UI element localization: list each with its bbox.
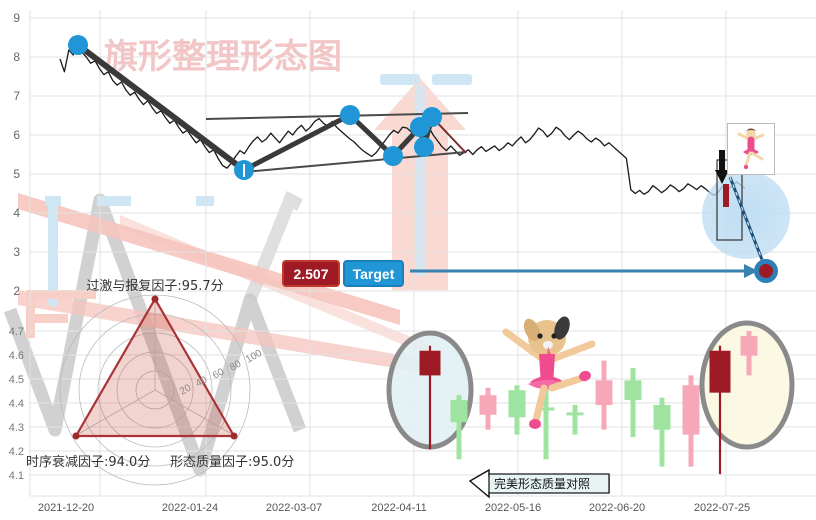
- candle-body: [709, 350, 731, 393]
- radar-label-left: 时序衰减因子:94.0分: [26, 454, 150, 470]
- decor-blue-block-top2: [432, 74, 472, 85]
- radar-tick-1: 40: [194, 374, 210, 389]
- y-tick-lower-3: 4.4: [9, 398, 24, 410]
- radar-label-top: 过激与报复因子:95.7分: [86, 279, 223, 294]
- ballerina-dog-sticker: [492, 312, 602, 442]
- radar-area: [74, 296, 236, 438]
- y-tick-main-7: 2: [13, 284, 20, 298]
- pivot-marker[interactable]: [68, 35, 88, 55]
- y-tick-lower-1: 4.6: [9, 350, 24, 362]
- radar-tick-2: 60: [211, 366, 227, 381]
- y-tick-main-5: 4: [13, 206, 20, 220]
- y-tick-lower-6: 4.1: [9, 470, 24, 482]
- candle-body: [566, 412, 584, 416]
- price-badge[interactable]: 2.507: [282, 260, 340, 287]
- x-tick-1: 2022-01-24: [162, 502, 218, 514]
- radar-tick-0: 20: [178, 382, 194, 397]
- candle-body: [479, 395, 497, 415]
- decor-blue-block-a: [45, 196, 61, 206]
- price-badge-label: 2.507: [293, 265, 329, 282]
- ballerina-sticker-top: [727, 123, 775, 175]
- candle-body: [740, 335, 758, 356]
- decor-pink-shape-3: [26, 314, 68, 323]
- x-tick-6: 2022-07-25: [694, 502, 750, 514]
- radar-vertex: [230, 432, 238, 440]
- candlestick-group: [419, 331, 758, 475]
- candle-body: [653, 405, 671, 430]
- callout-label: 完美形态质量对照: [494, 476, 590, 491]
- x-tick-4: 2022-05-16: [485, 502, 541, 514]
- decor-blue-block-b: [97, 196, 131, 206]
- y-tick-lower-2: 4.5: [9, 374, 24, 386]
- candle-body: [508, 390, 526, 418]
- candle-body: [419, 350, 441, 376]
- y-tick-lower-5: 4.2: [9, 446, 24, 458]
- x-tick-3: 2022-04-11: [371, 502, 426, 514]
- y-tick-main-2: 7: [13, 89, 20, 103]
- y-tick-main-3: 6: [13, 128, 20, 142]
- decor-blue-block-top: [380, 74, 420, 85]
- downtrend-line: [75, 42, 247, 173]
- radar-tick-3: 80: [228, 358, 244, 373]
- decor-blue-block-c: [196, 196, 214, 206]
- ballerina-dog-icon: [502, 316, 596, 429]
- callout-body: [488, 473, 610, 494]
- pivot-marker[interactable]: [340, 105, 360, 125]
- y-tick-main-4: 5: [13, 167, 20, 181]
- entry-arrow-head: [715, 170, 729, 184]
- pivot-marker[interactable]: [422, 107, 442, 127]
- decor-gray-zigzag-2: [243, 191, 303, 303]
- pivot-marker[interactable]: [383, 146, 403, 166]
- radar-vertex: [151, 295, 159, 303]
- target-marker-inner: [759, 264, 773, 278]
- decor-blue-vbar: [48, 202, 58, 307]
- x-tick-5: 2022-06-20: [589, 502, 645, 514]
- decor-blue-vbar-2: [415, 86, 425, 276]
- x-tick-0: 2021-12-20: [38, 502, 94, 514]
- y-tick-lower-4: 4.3: [9, 422, 24, 434]
- radar-grid: [59, 294, 251, 486]
- watermark-text: 旗形整理形态图: [104, 37, 342, 77]
- y-tick-main-1: 8: [13, 50, 20, 64]
- pivot-marker[interactable]: [414, 137, 434, 157]
- projection-line-dash: [729, 176, 767, 271]
- candle-body: [537, 407, 555, 411]
- target-badge[interactable]: Target: [343, 260, 404, 287]
- target-badge-label: Target: [352, 265, 395, 282]
- candle-body: [595, 380, 613, 405]
- y-tick-main-0: 9: [13, 11, 20, 25]
- y-tick-lower-0: 4.7: [9, 326, 24, 338]
- candle-body: [682, 385, 700, 435]
- candle-body: [624, 380, 642, 401]
- decor-pink-band-3: [120, 215, 430, 356]
- candle-body: [450, 400, 468, 423]
- decor-pink-shape-1: [26, 290, 96, 299]
- ballerina-icon: [737, 128, 765, 170]
- decor-pink-band-2: [18, 290, 430, 374]
- entry-candle: [723, 184, 729, 207]
- y-tick-main-6: 3: [13, 245, 20, 259]
- x-tick-2: 2022-03-07: [266, 502, 322, 514]
- radar-vertex: [72, 432, 80, 440]
- radar-label-right: 形态质量因子:95.0分: [170, 455, 294, 470]
- target-connector-arrow: [744, 264, 758, 278]
